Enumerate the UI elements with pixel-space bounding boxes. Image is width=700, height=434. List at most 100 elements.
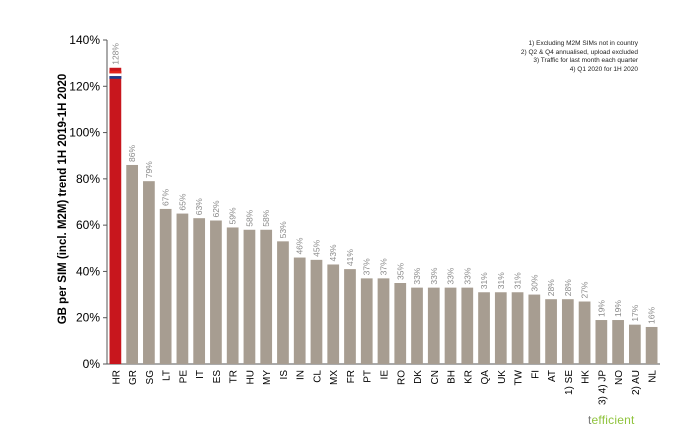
bar-tr [226,227,239,364]
data-label: 28% [563,279,573,296]
data-label: 53% [278,221,288,238]
bar-pe [176,213,189,364]
data-label: 58% [244,209,254,226]
y-tick-label: 0% [83,357,101,371]
footnote-2: 2) Q2 & Q4 annualised, upload excluded [520,48,638,56]
data-label: 59% [228,207,238,224]
x-tick-label: AT [547,370,558,382]
bar-fi [528,294,541,364]
x-tick-label: SG [145,370,156,385]
data-label: 33% [412,267,422,284]
bar-es [210,220,222,364]
tefficient-logo: tefficient [588,413,635,427]
y-tick-label: 80% [76,172,100,186]
y-tick-label: 120% [69,79,100,93]
data-label: 33% [429,267,439,284]
bars [109,67,658,365]
x-tick-label: IT [195,370,206,379]
x-tick-label: UK [497,370,508,384]
x-tick-label: DK [413,370,424,384]
bar-2-au [628,324,641,364]
bar-3-4-jp [595,320,608,364]
bar-kr [461,287,474,364]
y-axis-title: GB per SIM (incl. M2M) trend 1H 2019-1H … [57,74,69,325]
data-label: 45% [311,239,321,256]
data-label: 17% [630,304,640,321]
x-tick-label: IE [380,370,391,380]
data-label: 86% [127,145,137,162]
bar-nl [645,326,658,364]
data-label: 19% [613,300,623,317]
bar-my [260,229,273,364]
data-label: 31% [479,272,489,289]
bar-no [612,320,624,364]
data-label: 41% [345,249,355,266]
x-tick-label: HK [581,370,592,384]
footnotes: 1) Excluding M2M SIMs not in country 2) … [521,40,638,74]
x-tick-label: NL [648,370,659,383]
y-tick-label: 40% [76,264,100,278]
data-label: 31% [513,272,523,289]
y-tick-label: 60% [76,218,100,232]
bar-gr [126,164,139,364]
bar-fr [344,269,356,364]
x-tick-label: IS [279,370,290,380]
bar-it [193,218,206,364]
x-tick-label: 2) AU [631,370,642,395]
data-label: 35% [395,263,405,280]
data-label: 16% [647,307,657,324]
x-tick-label: LT [162,370,173,381]
bar-dk [411,287,423,364]
bar-1-se [561,299,574,364]
bar-bh [444,287,457,364]
data-label: 28% [546,279,556,296]
y-tick-label: 140% [69,33,100,47]
x-tick-label: MY [262,370,273,385]
bar-in [293,257,306,364]
data-label: 27% [580,281,590,298]
bar-sg [143,181,155,364]
data-label: 46% [295,237,305,254]
y-tick-label: 100% [69,126,100,140]
footnote-1: 1) Excluding M2M SIMs not in country [528,40,638,47]
x-axis: HR GR SG LT PE IT ES TR HU MY IS IN CL MX FR PT IE RO DK CN… [111,369,658,405]
data-label: 67% [161,188,171,205]
bar-mx [327,264,340,364]
y-tick-label: 20% [76,311,100,325]
x-tick-label: 1) SE [564,370,575,395]
x-tick-label: TW [514,369,525,385]
x-tick-label: 3) 4) JP [597,370,608,405]
logo-rest: efficient [591,413,635,427]
bar-qa [478,292,490,364]
bar-hu [243,229,256,364]
data-label: 58% [261,209,271,226]
footnote-4: 4) Q1 2020 for 1H 2020 [569,65,638,73]
data-label: 31% [496,272,506,289]
x-tick-label: PT [363,370,374,383]
data-label: 65% [177,193,187,210]
bar-hk [578,301,591,364]
bar-ro [394,283,407,364]
x-tick-label: GR [128,370,139,385]
data-label: 43% [328,244,338,261]
bar-uk [494,292,507,364]
x-tick-label: QA [480,370,491,385]
x-tick-label: TR [229,370,240,383]
data-label: 128% [110,43,120,65]
bar-tw [511,292,524,364]
data-label: 37% [362,258,372,275]
data-labels: 128% 86% 79% 67% 65% 63% 62% 59% 58% 58% 53% 46% 45%… [110,43,656,324]
bar-cn [427,287,440,364]
data-label: 79% [144,161,154,178]
x-tick-label: RO [396,370,407,385]
x-tick-label: BH [447,370,458,384]
x-tick-label: NO [614,370,625,385]
data-label: 37% [379,258,389,275]
x-tick-label: FR [346,370,357,383]
x-tick-label: HU [245,370,256,384]
data-label: 62% [211,200,221,217]
footnote-3: 3) Traffic for last month each quarter [533,57,638,65]
x-tick-label: CL [312,370,323,383]
x-tick-label: IN [296,370,307,380]
undefined [109,70,122,79]
